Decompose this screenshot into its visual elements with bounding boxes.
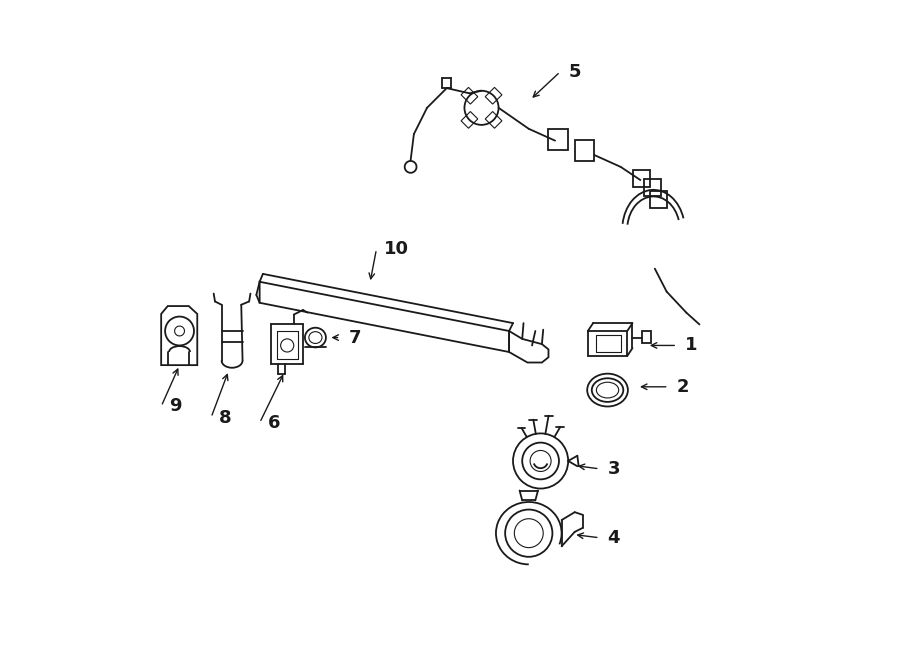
Text: 8: 8 [219, 408, 231, 426]
Text: 9: 9 [169, 397, 182, 416]
Text: 7: 7 [348, 328, 361, 347]
Text: 5: 5 [568, 63, 580, 81]
Text: 1: 1 [685, 336, 698, 354]
Text: 10: 10 [384, 240, 410, 258]
Text: 3: 3 [608, 460, 620, 478]
Text: 4: 4 [608, 529, 620, 547]
Text: 2: 2 [677, 378, 689, 396]
Text: 6: 6 [267, 414, 280, 432]
